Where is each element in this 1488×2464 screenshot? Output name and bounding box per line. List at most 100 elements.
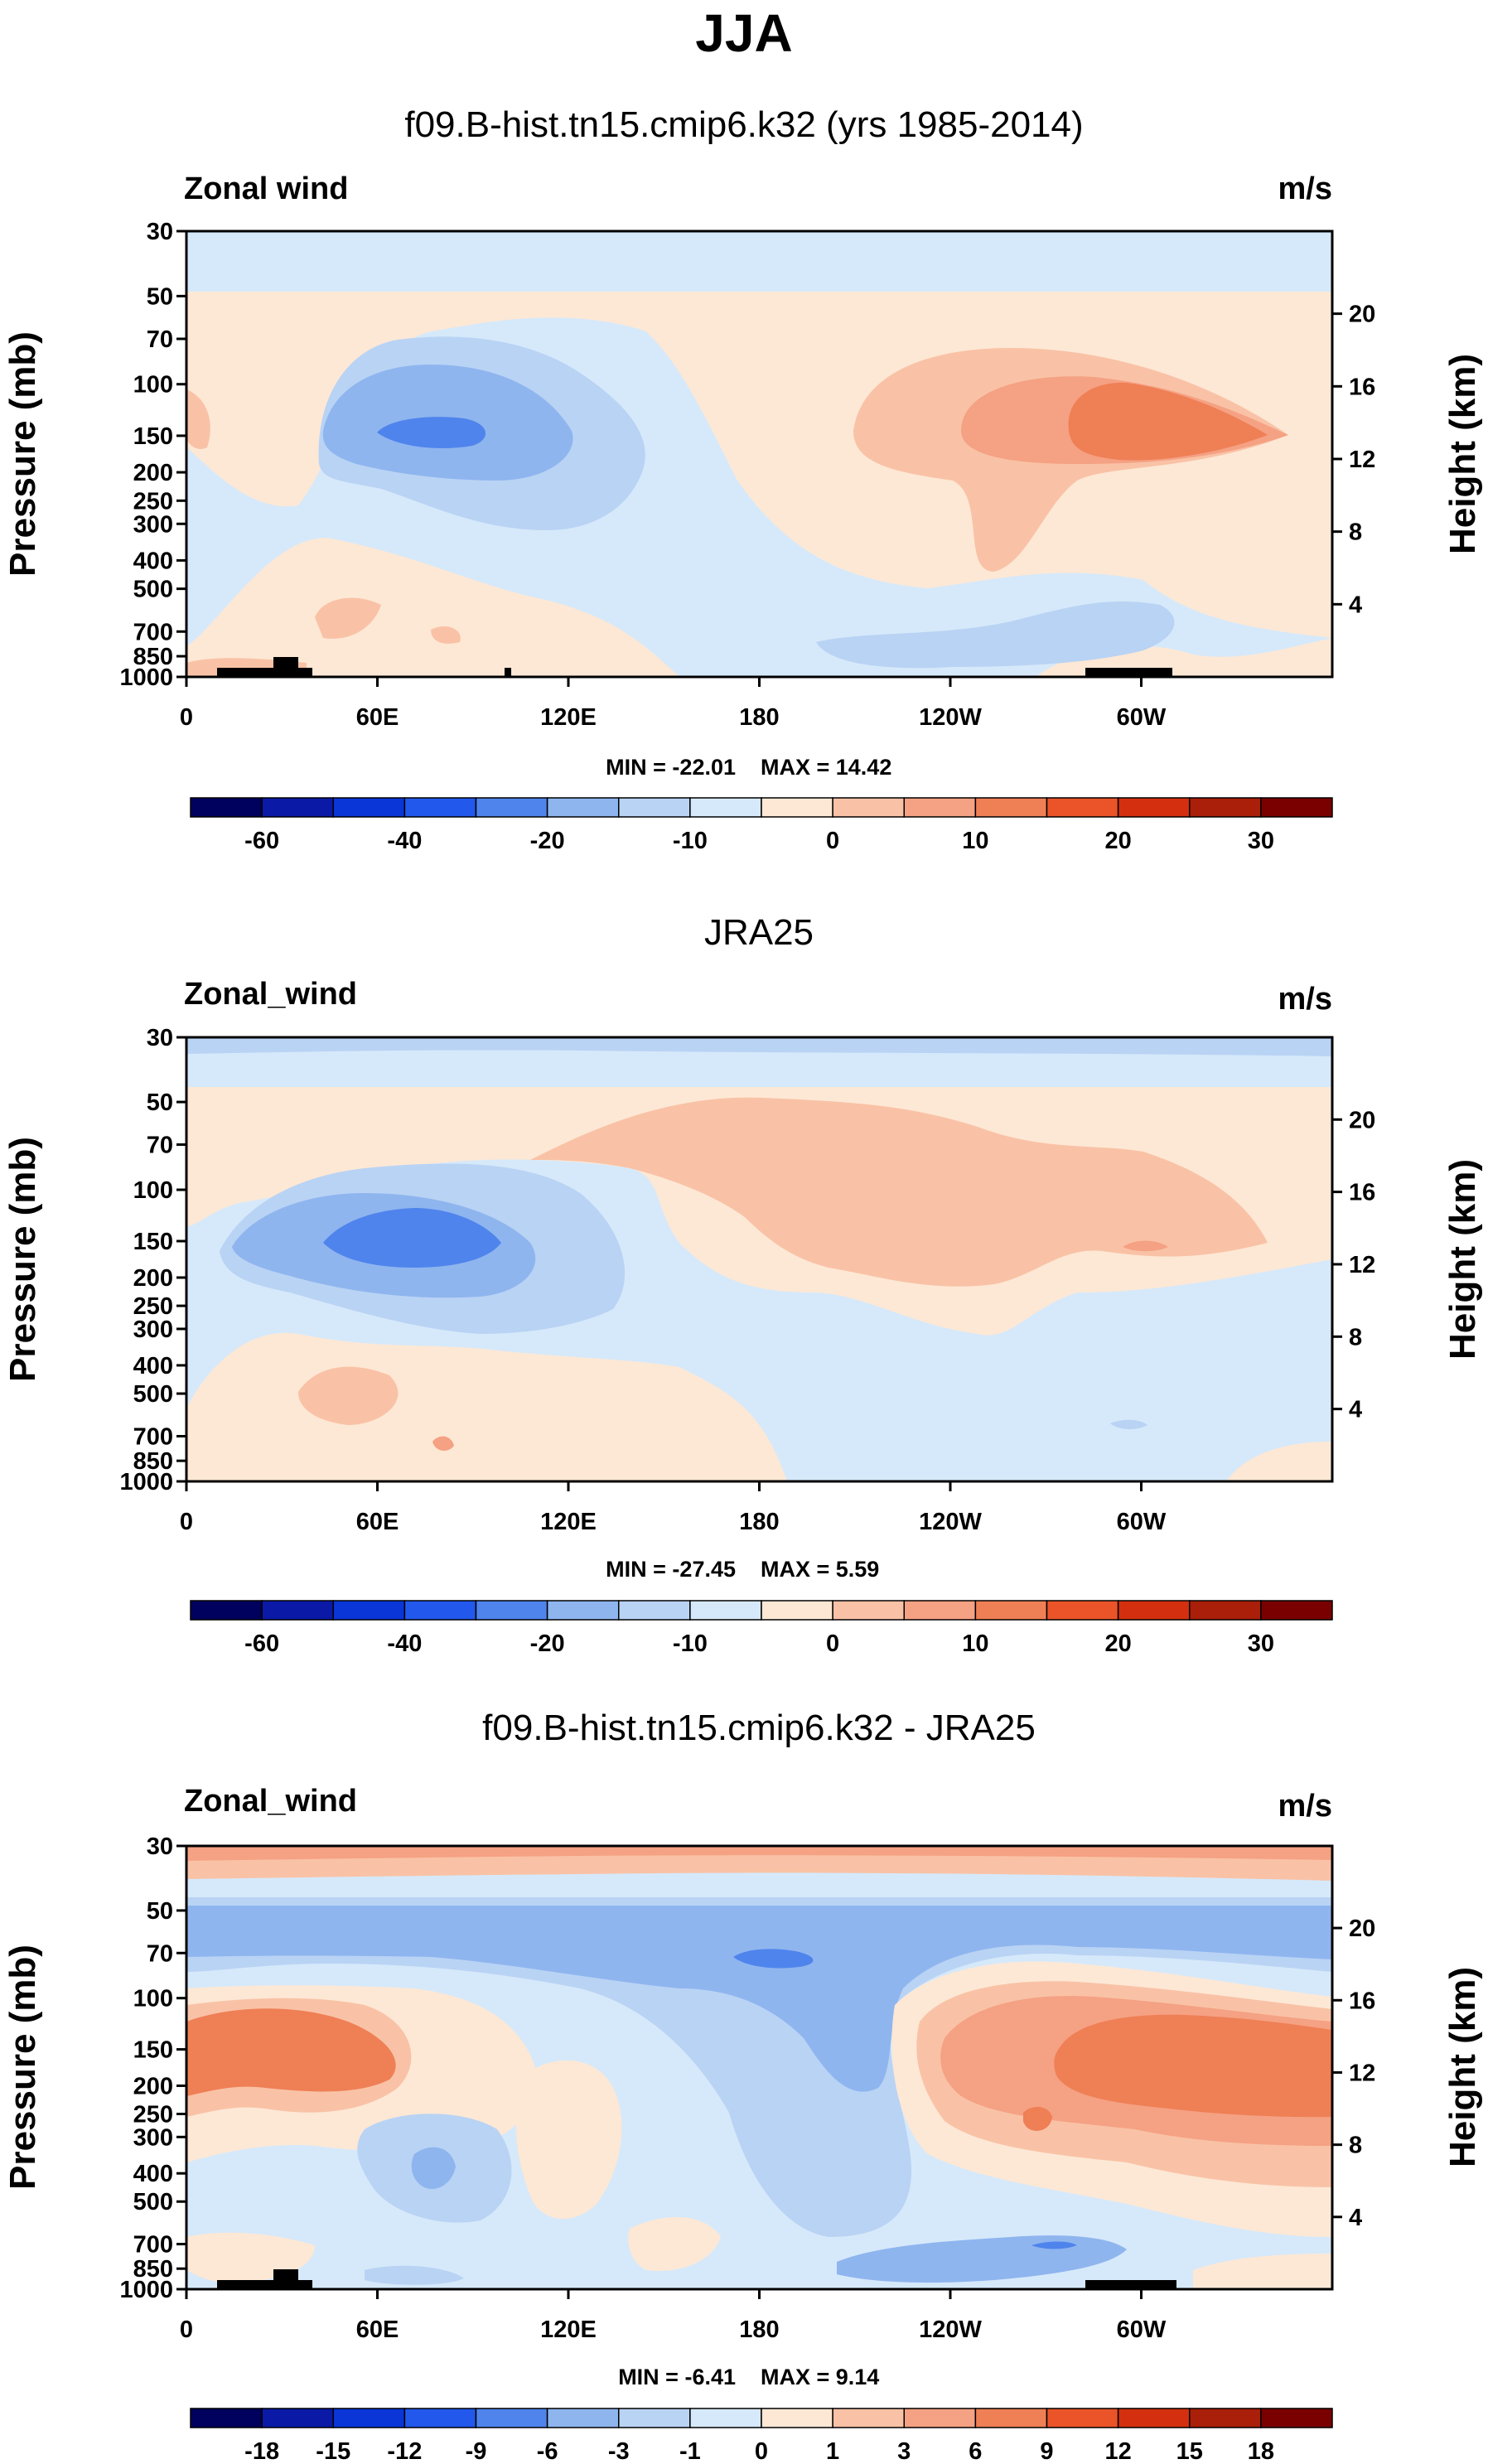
colorbar-swatch bbox=[618, 1600, 691, 1621]
colorbar-label: -40 bbox=[387, 828, 422, 854]
colorbar-swatch bbox=[403, 2408, 477, 2428]
longitude-tick-label: 0 bbox=[180, 704, 193, 731]
colorbar-swatch bbox=[332, 1600, 406, 1621]
pressure-tick-label: 850 bbox=[133, 1448, 173, 1475]
colorbar-label: 20 bbox=[1104, 1631, 1131, 1657]
colorbar-swatch bbox=[761, 797, 833, 818]
colorbar-swatch bbox=[761, 1600, 833, 1621]
pressure-tick-label: 150 bbox=[133, 2037, 173, 2064]
contour-east-jet-core bbox=[1068, 382, 1268, 461]
pressure-axis-label: Pressure (mb) bbox=[2, 1945, 43, 2190]
contour-surface-east bbox=[1193, 2254, 1332, 2289]
topography-block bbox=[505, 668, 511, 677]
colorbar-label: 12 bbox=[1104, 2438, 1131, 2464]
colorbar-label: 3 bbox=[897, 2438, 911, 2464]
longitude-tick-label: 0 bbox=[180, 2317, 193, 2343]
topography-block bbox=[1085, 668, 1172, 677]
height-tick-label: 8 bbox=[1349, 519, 1362, 546]
colorbar-swatch bbox=[1046, 1600, 1119, 1621]
topography-block bbox=[217, 668, 312, 677]
colorbar-swatch bbox=[903, 1600, 977, 1621]
colorbar-label: -15 bbox=[316, 2438, 350, 2464]
colorbar-label: 18 bbox=[1248, 2438, 1274, 2464]
contour-positive-lower-east bbox=[1036, 638, 1332, 677]
longitude-tick-label: 180 bbox=[739, 704, 779, 731]
pressure-tick-label: 700 bbox=[133, 1423, 173, 1450]
longitude-axis: 0 60E 120E 180 120W 60W bbox=[180, 1481, 1167, 1535]
contour-upper-westerly-spot bbox=[1123, 1240, 1168, 1252]
colorbar-swatch bbox=[689, 1600, 762, 1621]
colorbar-swatch bbox=[190, 797, 263, 818]
colorbar-label: -10 bbox=[673, 828, 708, 854]
pressure-tick-label: 200 bbox=[133, 460, 173, 486]
panel-title: JRA25 bbox=[704, 912, 814, 953]
height-tick-label: 12 bbox=[1349, 447, 1375, 473]
panel-model: f09.B-hist.tn15.cmip6.k32 (yrs 1985-2014… bbox=[2, 104, 1483, 854]
height-axis: 20 16 12 8 4 bbox=[1332, 1107, 1375, 1423]
colorbar-swatch bbox=[1260, 2408, 1333, 2428]
min-label: MIN = -6.41 bbox=[618, 2365, 736, 2389]
variable-label: Zonal wind bbox=[184, 172, 348, 206]
pressure-tick-label: 400 bbox=[133, 2161, 173, 2187]
colorbar-label: -3 bbox=[608, 2438, 630, 2464]
height-tick-label: 12 bbox=[1349, 1252, 1375, 1278]
colorbar: -60 -40 -20 -10 0 10 20 30 bbox=[190, 797, 1333, 854]
contour-positive-lower-east bbox=[1226, 1442, 1332, 1481]
pressure-tick-label: 70 bbox=[147, 326, 173, 353]
topography-block bbox=[273, 2269, 298, 2280]
pressure-tick-label: 300 bbox=[133, 2124, 173, 2151]
contour-strat-easterly-mid bbox=[186, 1906, 1332, 2092]
longitude-tick-label: 120E bbox=[540, 2317, 597, 2343]
longitude-tick-label: 120W bbox=[919, 1509, 982, 1535]
colorbar-swatch bbox=[761, 2408, 833, 2428]
colorbar-swatch bbox=[974, 2408, 1048, 2428]
pressure-tick-label: 250 bbox=[133, 1293, 173, 1320]
pressure-tick-label: 30 bbox=[147, 219, 173, 245]
longitude-tick-label: 60E bbox=[356, 1509, 399, 1535]
topography-block bbox=[217, 2280, 312, 2289]
contour-west-jet-positive-core bbox=[186, 2008, 396, 2096]
colorbar-swatch bbox=[190, 1600, 263, 1621]
contour-lowlevel-westerly bbox=[315, 597, 381, 639]
colorbar-swatch bbox=[1260, 1600, 1333, 1621]
height-tick-label: 16 bbox=[1349, 1180, 1375, 1206]
colorbar-label: -6 bbox=[537, 2438, 558, 2464]
longitude-tick-label: 0 bbox=[180, 1509, 193, 1535]
contour-east-jet-positive-core bbox=[1054, 2014, 1332, 2118]
height-axis: 20 16 12 8 4 bbox=[1332, 1916, 1375, 2231]
height-tick-label: 4 bbox=[1349, 1397, 1362, 1423]
colorbar-swatch bbox=[1117, 2408, 1191, 2428]
topography bbox=[217, 2269, 1176, 2289]
contour-field bbox=[186, 231, 1332, 677]
longitude-tick-label: 180 bbox=[739, 2317, 779, 2343]
colorbar-swatch bbox=[546, 2408, 620, 2428]
contour-sh-westerly bbox=[186, 389, 210, 449]
colorbar-swatch bbox=[261, 2408, 334, 2428]
colorbar-swatch bbox=[1046, 797, 1119, 818]
contour-top-warm-band-core bbox=[186, 1846, 1332, 1861]
longitude-tick-label: 60E bbox=[356, 704, 399, 731]
colorbar-label: 0 bbox=[826, 1631, 839, 1657]
colorbar-swatch bbox=[332, 797, 406, 818]
colorbar-label: -1 bbox=[679, 2438, 701, 2464]
colorbar-swatch bbox=[832, 2408, 905, 2428]
pressure-tick-label: 30 bbox=[147, 1834, 173, 1860]
colorbar-label: 6 bbox=[969, 2438, 982, 2464]
colorbar-swatch bbox=[689, 2408, 762, 2428]
colorbar-swatch bbox=[403, 797, 477, 818]
colorbar-label: 0 bbox=[755, 2438, 768, 2464]
colorbar-swatch bbox=[618, 797, 691, 818]
colorbar-swatch bbox=[1189, 1600, 1262, 1621]
pressure-tick-label: 100 bbox=[133, 1986, 173, 2012]
pressure-tick-label: 70 bbox=[147, 1940, 173, 1967]
colorbar-swatch bbox=[1117, 797, 1191, 818]
min-label: MIN = -27.45 bbox=[606, 1557, 736, 1582]
pressure-tick-label: 1000 bbox=[119, 1469, 173, 1495]
colorbar-swatch bbox=[546, 797, 620, 818]
longitude-tick-label: 60W bbox=[1117, 2317, 1167, 2343]
pressure-tick-label: 1000 bbox=[119, 664, 173, 691]
panel-difference: f09.B-hist.tn15.cmip6.k32 - JRA25 Zonal_… bbox=[2, 1708, 1483, 2464]
colorbar-swatch bbox=[1189, 2408, 1262, 2428]
